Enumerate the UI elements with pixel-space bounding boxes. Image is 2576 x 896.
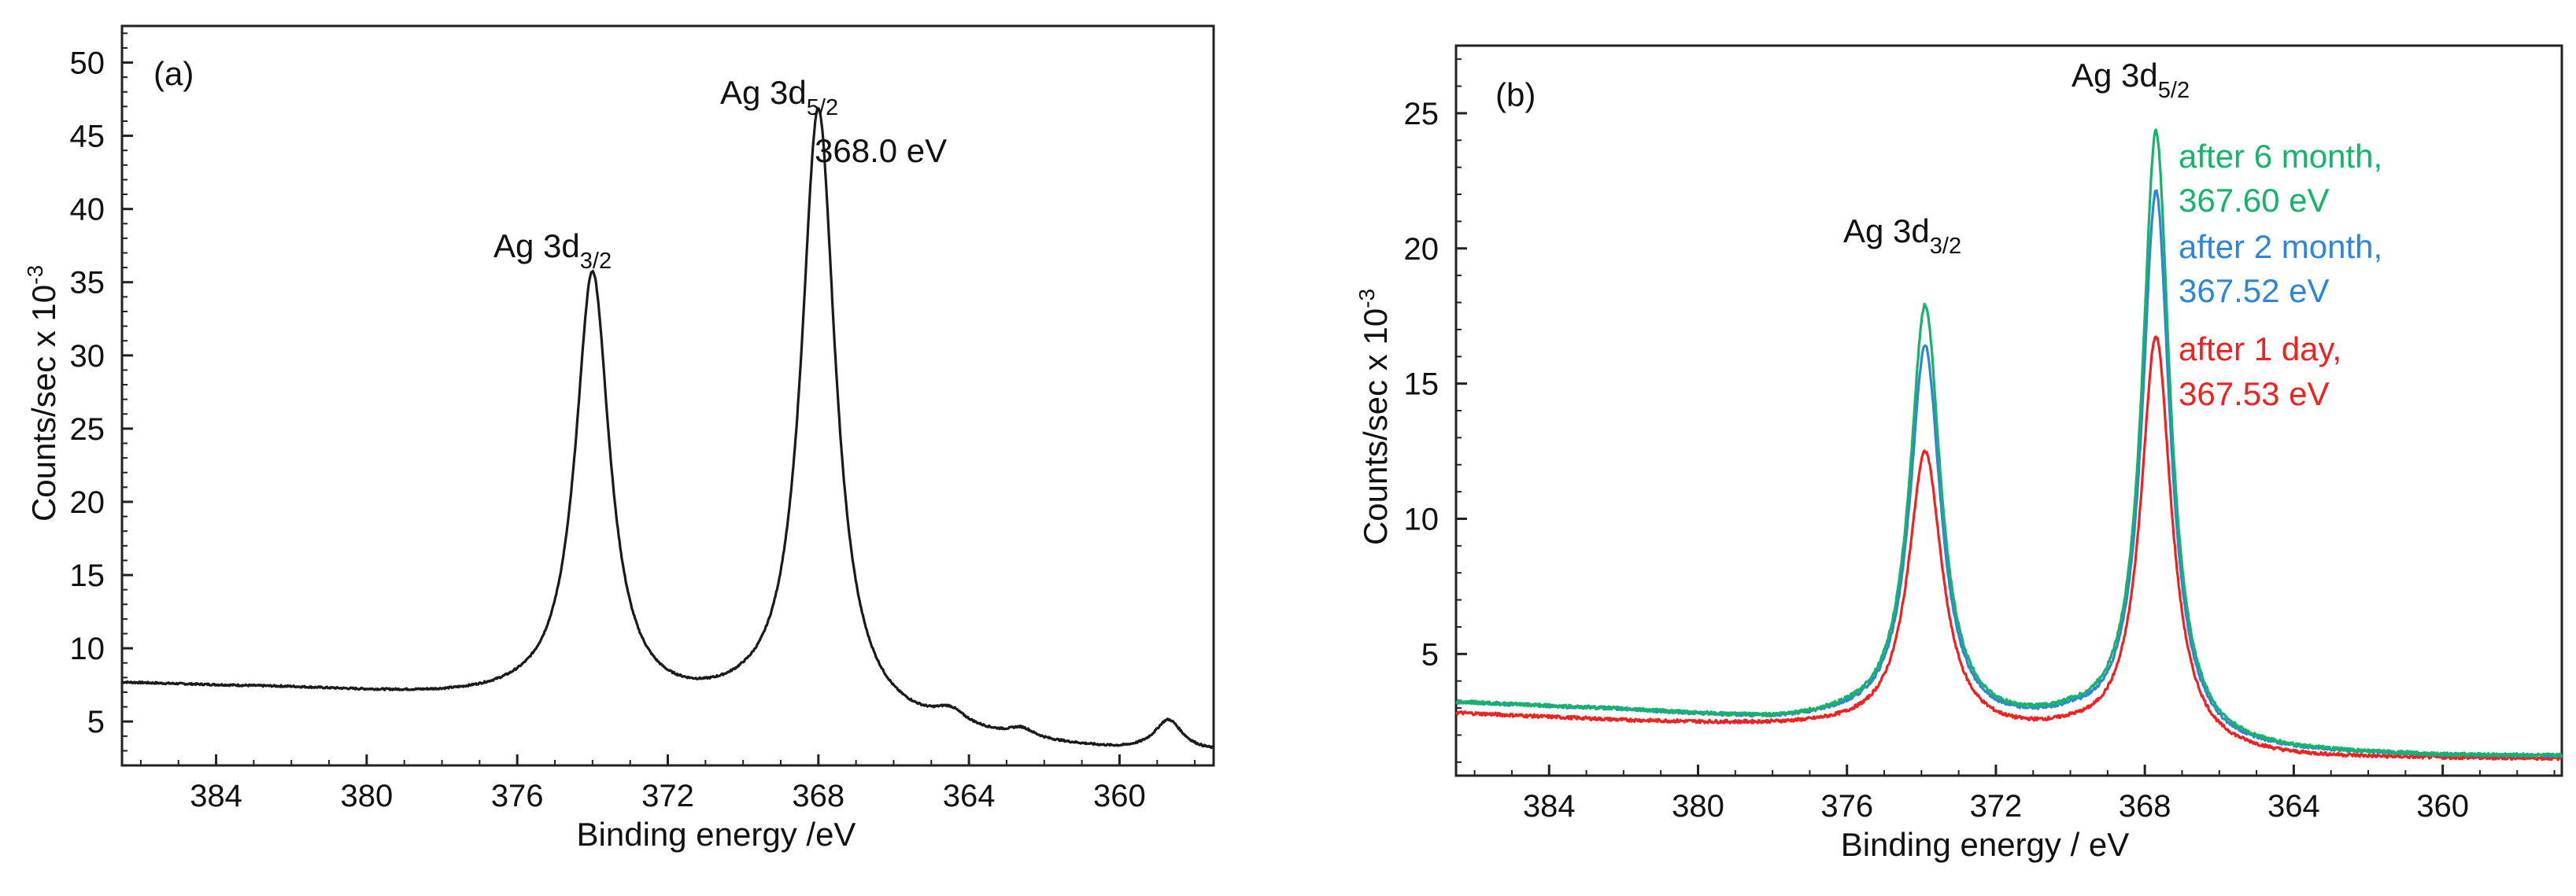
x-tick-label: 384	[190, 779, 242, 813]
series-line	[121, 107, 1215, 750]
y-tick-label: 10	[70, 632, 105, 666]
legend-after-6-month-energy: 367.60 eV	[2179, 182, 2330, 219]
x-tick-label: 376	[491, 779, 544, 813]
y-axis-title: Counts/sec x 10-3	[1355, 289, 1394, 545]
x-tick-label: 380	[341, 779, 394, 813]
legend-after-6-month: after 6 month,	[2179, 138, 2382, 175]
peak-label-ag-3d5-2: Ag 3d5/2	[720, 74, 838, 120]
axis-ticks: 384 380 376 372 368 364 360 5 10 15 20 25	[1404, 58, 2556, 824]
y-tick-label: 20	[70, 485, 105, 520]
y-tick-label: 10	[1404, 502, 1440, 536]
x-tick-label: 360	[2416, 789, 2469, 824]
x-tick-label: 372	[641, 779, 694, 813]
x-tick-label: 368	[2119, 789, 2171, 824]
y-tick-label: 15	[70, 559, 105, 593]
y-tick-label: 35	[70, 266, 105, 301]
series-line-after-6-month	[1455, 128, 2563, 758]
peak-label-ag-3d3-2: Ag 3d3/2	[493, 227, 612, 274]
x-tick-label: 372	[1970, 789, 2023, 824]
chart-panel-a: 384 380 376 372 368 364 360 5 10 15 20 25 30 35 40 45 50…	[23, 24, 1215, 853]
y-tick-label: 40	[70, 193, 105, 227]
panel-label: (b)	[1495, 76, 1536, 113]
y-axis-title: Counts/sec x 10-3	[23, 265, 62, 522]
legend-after-2-month: after 2 month,	[2179, 228, 2382, 265]
peak-energy-label: 368.0 eV	[815, 132, 947, 169]
x-tick-label: 368	[792, 779, 844, 813]
y-tick-label: 5	[1421, 637, 1439, 672]
x-tick-label: 360	[1093, 779, 1146, 813]
panel-label: (a)	[153, 55, 194, 92]
x-tick-label: 384	[1523, 789, 1576, 824]
legend-after-1-day: after 1 day,	[2179, 330, 2341, 367]
x-tick-label: 364	[943, 779, 996, 813]
series-line-after-1-day	[1454, 335, 2563, 761]
y-tick-label: 45	[70, 120, 105, 154]
y-tick-label: 20	[1404, 232, 1440, 267]
axis-ticks: 384 380 376 372 368 364 360 5 10 15 20 25 30 35 40 45 50	[70, 32, 1196, 813]
legend-after-1-day-energy: 367.53 eV	[2179, 375, 2330, 412]
x-tick-label: 364	[2267, 789, 2320, 824]
x-tick-label: 380	[1672, 789, 1724, 824]
y-tick-label: 15	[1404, 367, 1440, 402]
y-tick-label: 25	[70, 412, 105, 447]
x-axis-title: Binding energy / eV	[1841, 826, 2130, 863]
y-tick-label: 25	[1404, 97, 1440, 131]
y-tick-label: 30	[70, 339, 105, 374]
plot-frame	[120, 24, 1215, 767]
x-axis-title: Binding energy /eV	[577, 816, 856, 853]
x-tick-label: 376	[1820, 789, 1873, 824]
series-line-after-2-month	[1455, 189, 2563, 758]
y-tick-label: 50	[70, 46, 105, 81]
y-tick-label: 5	[87, 705, 105, 739]
plot-frame	[1454, 44, 2563, 777]
peak-label-ag-3d5-2: Ag 3d5/2	[2072, 57, 2190, 103]
peak-label-ag-3d3-2: Ag 3d3/2	[1843, 212, 1961, 259]
legend-after-2-month-energy: 367.52 eV	[2179, 272, 2330, 309]
chart-panel-b: 384 380 376 372 368 364 360 5 10 15 20 25 (b) Ag 3d…	[1355, 44, 2563, 863]
